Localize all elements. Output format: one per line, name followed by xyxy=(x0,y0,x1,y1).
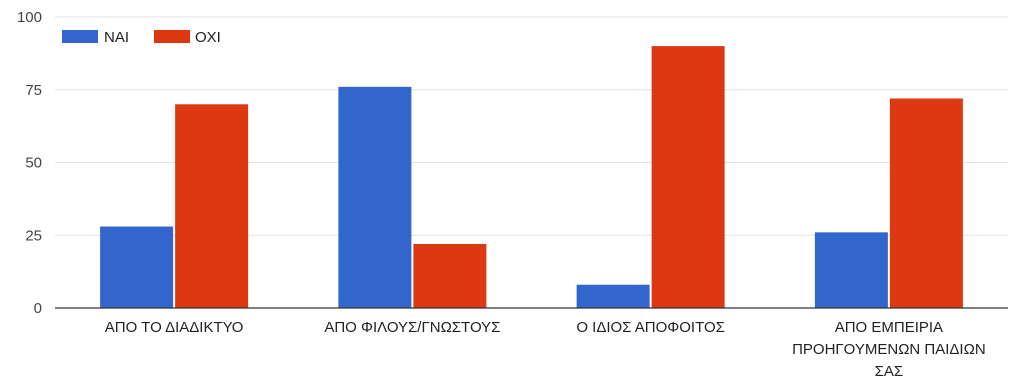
bar-yes-2 xyxy=(338,86,412,308)
x-category-label-4: ΑΠΟ ΕΜΠΕΙΡΙΑ ΠΡΟΗΓΟΥΜΕΝΩΝ ΠΑΙΔΙΩΝ ΣΑΣ xyxy=(792,319,986,380)
bar-no-2 xyxy=(413,243,487,308)
bar-no-3 xyxy=(651,46,725,308)
legend-swatch-yes xyxy=(62,30,98,43)
bar-yes-1 xyxy=(100,226,174,308)
y-tick-label-25: 25 xyxy=(25,227,42,244)
bar-yes-4 xyxy=(814,232,888,308)
bars xyxy=(100,46,963,308)
legend-label-yes: ΝΑΙ xyxy=(104,29,129,46)
x-category-label-1: ΑΠΟ ΤΟ ΔΙΑΔΙΚΤΥΟ xyxy=(105,319,244,336)
y-tick-label-50: 50 xyxy=(25,155,42,172)
y-tick-label-0: 0 xyxy=(34,300,42,317)
legend-label-no: ΟΧΙ xyxy=(195,29,221,46)
y-tick-label-75: 75 xyxy=(25,82,42,99)
y-tick-label-100: 100 xyxy=(17,9,42,26)
bar-yes-3 xyxy=(576,284,650,308)
x-category-label-3: Ο ΙΔΙΟΣ ΑΠΟΦΟΙΤΟΣ xyxy=(576,319,725,336)
legend: ΝΑΙ ΟΧΙ xyxy=(62,29,221,46)
bar-no-4 xyxy=(889,98,963,308)
y-axis-ticks: 0 25 50 75 100 xyxy=(17,9,42,317)
bar-no-1 xyxy=(175,104,249,308)
x-axis-labels: ΑΠΟ ΤΟ ΔΙΑΔΙΚΤΥΟ ΑΠΟ ΦΙΛΟΥΣ/ΓΝΩΣΤΟΥΣ Ο ΙΔΙ… xyxy=(105,319,986,380)
x-category-label-2: ΑΠΟ ΦΙΛΟΥΣ/ΓΝΩΣΤΟΥΣ xyxy=(324,319,500,336)
legend-swatch-no xyxy=(154,30,190,43)
